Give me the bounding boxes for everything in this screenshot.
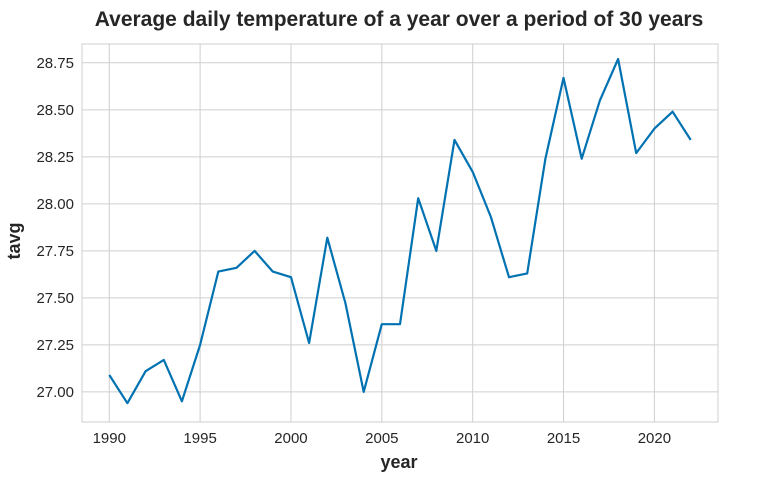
series-layer (108, 57, 692, 405)
y-axis-label: tavg (4, 222, 24, 259)
x-tick-label: 2010 (456, 430, 489, 447)
chart-title: Average daily temperature of a year over… (95, 8, 704, 31)
x-axis-ticks: 1990 1995 2000 2005 2010 2015 2020 (93, 430, 672, 447)
x-tick-label: 2005 (365, 430, 398, 447)
grid-lines (82, 44, 718, 422)
y-tick-label: 28.25 (36, 149, 74, 166)
x-tick-label: 2020 (638, 430, 671, 447)
series-line (108, 57, 692, 405)
x-tick-label: 1995 (183, 430, 216, 447)
plot-area (81, 43, 719, 423)
y-tick-label: 28.75 (36, 55, 74, 72)
x-tick-label: 2000 (274, 430, 307, 447)
x-tick-label: 2015 (547, 430, 580, 447)
y-tick-label: 27.50 (36, 290, 74, 307)
x-axis-label: year (380, 452, 417, 472)
y-axis-ticks: 27.00 27.25 27.50 27.75 28.00 28.25 28.50 28.75 (36, 55, 74, 401)
y-tick-label: 27.25 (36, 337, 74, 354)
x-tick-label: 1990 (93, 430, 126, 447)
y-tick-label: 28.50 (36, 102, 74, 119)
y-tick-label: 27.00 (36, 384, 74, 401)
y-tick-label: 27.75 (36, 243, 74, 260)
y-tick-label: 28.00 (36, 196, 74, 213)
